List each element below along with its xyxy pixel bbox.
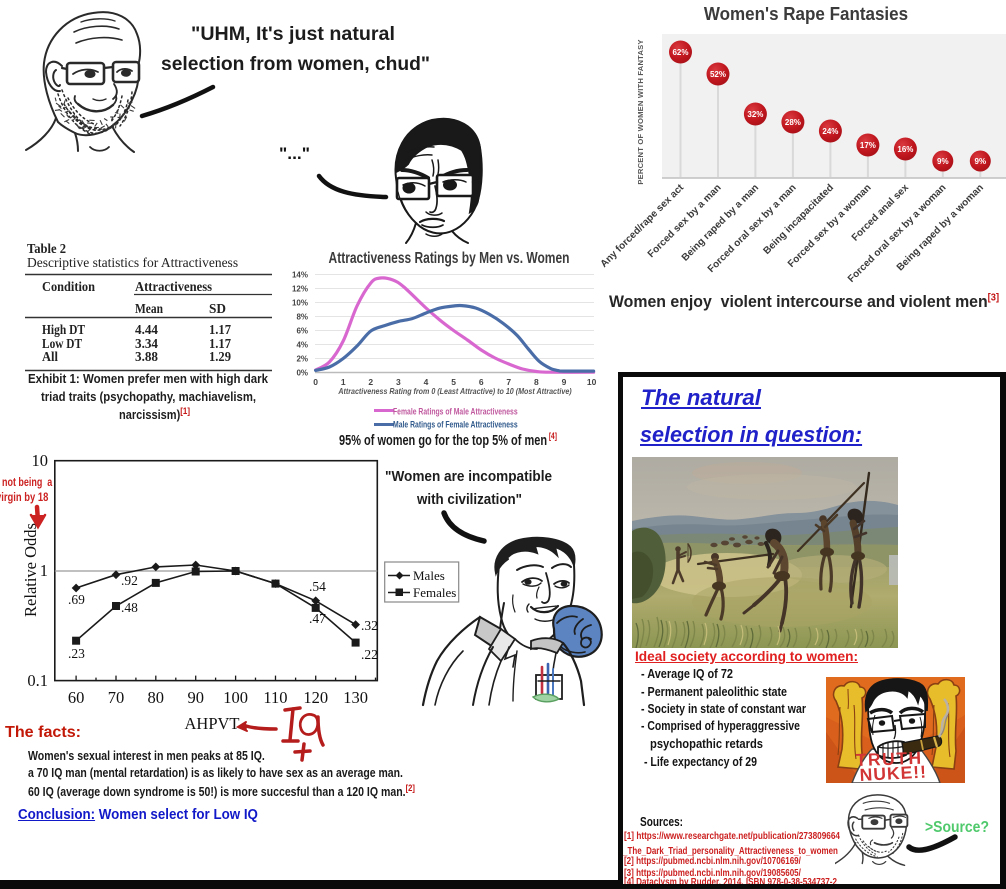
svg-text:12%: 12% — [292, 285, 308, 294]
svg-text:3: 3 — [396, 377, 401, 387]
svg-text:6: 6 — [479, 377, 484, 387]
svg-text:62%: 62% — [672, 48, 688, 57]
svg-text:60: 60 — [68, 688, 85, 707]
svg-text:100: 100 — [223, 688, 248, 707]
svg-text:AHPVT: AHPVT — [184, 714, 239, 733]
svg-text:120: 120 — [303, 688, 328, 707]
svg-text:9%: 9% — [975, 157, 987, 166]
svg-text:1: 1 — [40, 561, 48, 580]
svg-text:.22: .22 — [361, 647, 378, 662]
svg-text:4%: 4% — [296, 341, 308, 350]
svg-text:PERCENT OF WOMEN WITH FANTASY: PERCENT OF WOMEN WITH FANTASY — [636, 39, 645, 184]
svg-text:8%: 8% — [296, 313, 308, 322]
svg-text:0: 0 — [313, 377, 318, 387]
svg-text:8: 8 — [534, 377, 539, 387]
svg-text:.47: .47 — [309, 611, 326, 626]
svg-text:Males: Males — [413, 568, 445, 583]
svg-text:0.1: 0.1 — [27, 671, 48, 690]
svg-text:6%: 6% — [296, 327, 308, 336]
svg-text:.54: .54 — [309, 579, 326, 594]
svg-text:.48: .48 — [121, 600, 138, 615]
svg-text:10: 10 — [32, 451, 49, 470]
svg-text:Attractiveness Ratings by Men: Attractiveness Ratings by Men vs. Women — [329, 248, 570, 266]
svg-text:.32: .32 — [361, 618, 378, 633]
svg-text:9%: 9% — [937, 157, 949, 166]
svg-text:Female Ratings of Male Attract: Female Ratings of Male Attractiveness — [393, 406, 518, 416]
svg-text:not being a: not being a — [2, 477, 52, 489]
svg-text:.23: .23 — [68, 646, 85, 661]
svg-text:32%: 32% — [747, 110, 763, 119]
svg-text:90: 90 — [187, 688, 204, 707]
svg-text:Male Ratings of Female Attract: Male Ratings of Female Attractiveness — [393, 419, 518, 429]
svg-text:0%: 0% — [296, 369, 308, 378]
svg-text:24%: 24% — [822, 127, 838, 136]
svg-text:Relative Odds: Relative Odds — [21, 523, 40, 617]
svg-text:Being incapacitated: Being incapacitated — [761, 182, 836, 257]
svg-text:52%: 52% — [710, 70, 726, 79]
svg-text:2: 2 — [368, 377, 373, 387]
svg-text:9: 9 — [562, 377, 567, 387]
svg-text:14%: 14% — [292, 271, 308, 280]
svg-text:130: 130 — [343, 688, 368, 707]
svg-text:NUKE!!: NUKE!! — [859, 762, 927, 783]
svg-text:80: 80 — [148, 688, 165, 707]
svg-text:.69: .69 — [68, 592, 85, 607]
svg-text:1: 1 — [341, 377, 346, 387]
svg-text:virgin by 18: virgin by 18 — [0, 491, 48, 504]
svg-text:7: 7 — [506, 377, 511, 387]
svg-text:Females: Females — [413, 585, 456, 600]
svg-text:28%: 28% — [785, 118, 801, 127]
svg-text:10%: 10% — [292, 299, 308, 308]
svg-text:10: 10 — [587, 377, 597, 387]
svg-text:2%: 2% — [296, 355, 308, 364]
svg-text:.92: .92 — [121, 573, 138, 588]
svg-text:16%: 16% — [897, 145, 913, 154]
svg-text:5: 5 — [451, 377, 456, 387]
svg-text:TRUTH: TRUTH — [855, 748, 922, 770]
svg-text:17%: 17% — [860, 141, 876, 150]
svg-text:Forced sex by a man: Forced sex by a man — [646, 182, 724, 260]
svg-text:4: 4 — [424, 377, 429, 387]
svg-text:Women's Rape Fantasies: Women's Rape Fantasies — [704, 3, 908, 24]
svg-text:110: 110 — [263, 688, 287, 707]
svg-text:Attractiveness Rating from 0 (: Attractiveness Rating from 0 (Least Attr… — [337, 386, 572, 396]
svg-text:70: 70 — [108, 688, 125, 707]
